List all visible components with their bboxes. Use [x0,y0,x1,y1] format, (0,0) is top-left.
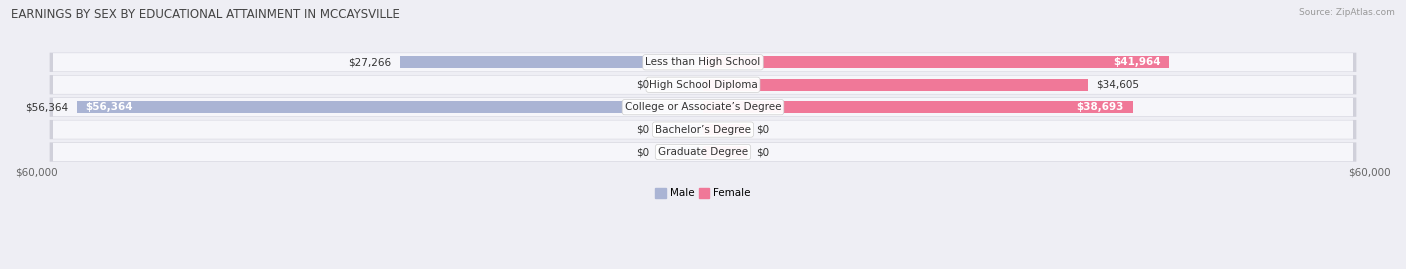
FancyBboxPatch shape [49,75,1357,94]
FancyBboxPatch shape [49,120,1357,139]
Text: High School Diploma: High School Diploma [648,80,758,90]
Bar [703,56,1170,68]
Bar [703,124,748,135]
FancyBboxPatch shape [53,143,1353,161]
Text: $56,364: $56,364 [86,102,134,112]
FancyBboxPatch shape [53,53,1353,72]
Text: $38,693: $38,693 [1077,102,1123,112]
Text: $0: $0 [637,125,650,134]
Text: Graduate Degree: Graduate Degree [658,147,748,157]
Text: College or Associate’s Degree: College or Associate’s Degree [624,102,782,112]
Bar [703,101,1133,113]
Text: $0: $0 [637,147,650,157]
FancyBboxPatch shape [49,98,1357,117]
Text: $0: $0 [637,80,650,90]
Text: $0: $0 [756,147,769,157]
Text: $27,266: $27,266 [349,57,391,67]
Bar [658,146,703,158]
Bar [703,146,748,158]
FancyBboxPatch shape [49,142,1357,162]
Bar [658,124,703,135]
Legend: Male, Female: Male, Female [651,184,755,203]
FancyBboxPatch shape [53,121,1353,139]
Text: EARNINGS BY SEX BY EDUCATIONAL ATTAINMENT IN MCCAYSVILLE: EARNINGS BY SEX BY EDUCATIONAL ATTAINMEN… [11,8,401,21]
FancyBboxPatch shape [53,98,1353,116]
Bar [401,56,703,68]
Text: $34,605: $34,605 [1097,80,1139,90]
FancyBboxPatch shape [49,53,1357,72]
Text: $56,364: $56,364 [25,102,67,112]
Text: $0: $0 [756,125,769,134]
Text: Source: ZipAtlas.com: Source: ZipAtlas.com [1299,8,1395,17]
Bar [703,79,1087,91]
Text: Less than High School: Less than High School [645,57,761,67]
FancyBboxPatch shape [53,76,1353,94]
Bar [658,79,703,91]
Bar [77,101,703,113]
Text: $41,964: $41,964 [1112,57,1160,67]
Text: Bachelor’s Degree: Bachelor’s Degree [655,125,751,134]
